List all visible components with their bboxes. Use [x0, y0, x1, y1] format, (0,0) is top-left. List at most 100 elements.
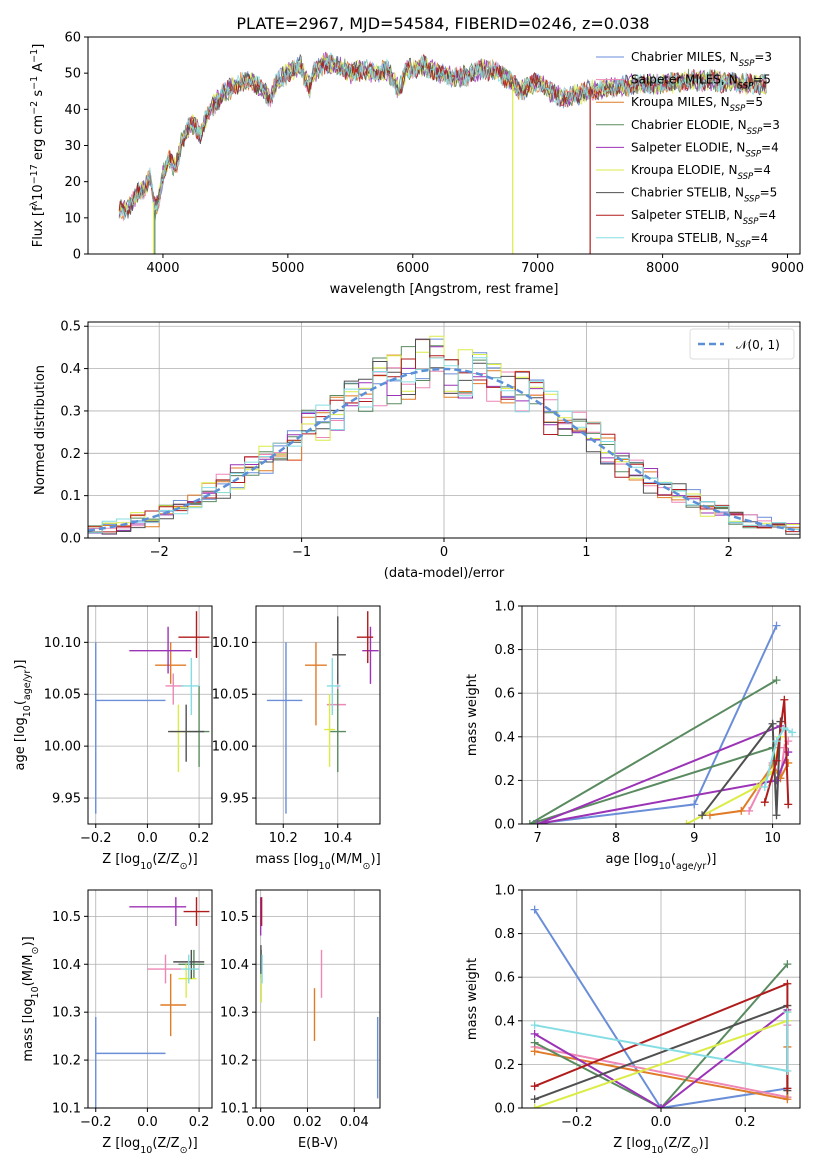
x-axis-label-mass-vs-Z-part: )] — [188, 1136, 198, 1151]
legend-label-part: =4 — [751, 231, 769, 245]
y-tick-label: 0.4 — [494, 730, 515, 745]
x-axis-label-residual-histogram-part: (data-model)/error — [384, 566, 505, 581]
weight-line-salpeter-stelib — [763, 699, 790, 805]
weight-line-chabrier-elodie — [534, 963, 789, 1108]
weight-line-chabrier-miles — [533, 625, 778, 824]
legend-label-part: SSP — [745, 149, 761, 159]
weight-marker — [784, 800, 793, 809]
legend-label-part: Chabrier MILES, N — [631, 50, 739, 64]
weight-marker — [533, 820, 542, 824]
weight-marker — [698, 811, 707, 820]
weight-marker — [768, 719, 777, 728]
weight-marker — [783, 960, 792, 969]
y-tick-label: 10.10 — [44, 636, 81, 651]
legend-label: Salpeter ELODIE, NSSP=4 — [631, 140, 779, 159]
x-tick-label: 10.4 — [323, 831, 352, 846]
x-tick-label: 0.2 — [189, 1115, 210, 1130]
legend-label-part: =5 — [760, 186, 778, 200]
y-axis-label-massweight-vs-Z-part: mass weight — [465, 958, 480, 1040]
y-axis-label-age-vs-Z-part: age [log — [13, 717, 28, 770]
y-tick-label: 1.0 — [494, 884, 515, 899]
x-axis-label-age-vs-mass-part: ⊙ — [363, 861, 371, 872]
x-tick-label: 0.2 — [735, 1115, 756, 1130]
normal-reference-curve — [88, 367, 800, 532]
y-tick-label: 60 — [64, 31, 81, 46]
x-axis-label-age-vs-Z: Z [log10(Z/Z⊙)] — [102, 852, 197, 872]
legend-label-part: =3 — [754, 50, 772, 64]
x-axis-label-age-vs-mass-part: mass [log — [255, 852, 318, 867]
y-axis-label-spectrum-part: erg cm — [31, 115, 46, 164]
x-tick-label: 8 — [612, 831, 620, 846]
x-axis-label-mass-vs-Z-part: (Z/Z — [152, 1136, 179, 1151]
y-tick-label: 1.0 — [494, 600, 515, 615]
legend-label-part: Salpeter MILES, N — [631, 73, 738, 87]
weight-marker — [783, 1008, 792, 1017]
y-tick-label: 0.0 — [494, 1102, 515, 1117]
legend-label: Chabrier ELODIE, NSSP=3 — [631, 118, 780, 137]
x-axis-label-massweight-vs-age: age [log10(age/yr)] — [605, 852, 716, 872]
x-tick-label: 0.2 — [189, 831, 210, 846]
legend-label-part: Chabrier ELODIE, N — [631, 118, 747, 132]
x-axis-label-mass-vs-EBV-part: E(B-V) — [298, 1136, 338, 1151]
y-axis-label-age-vs-Z-part: age/yr — [22, 670, 33, 701]
weight-line-chabrier-elodie — [529, 679, 778, 824]
weight-marker — [780, 724, 789, 733]
y-tick-label: 50 — [64, 67, 81, 82]
y-axis-label-massweight-vs-age: mass weight — [465, 674, 480, 756]
weight-marker — [530, 1095, 539, 1104]
y-tick-label: 20 — [64, 175, 81, 190]
x-axis-label-mass-vs-Z-part: ⊙ — [180, 1145, 188, 1156]
weight-marker — [772, 811, 781, 820]
x-tick-label: 0.0 — [137, 831, 158, 846]
y-tick-label: 9.95 — [52, 792, 81, 807]
legend-label: 𝒩(0, 1) — [736, 338, 780, 352]
axes-frame-massweight-vs-age — [521, 605, 801, 825]
x-axis-label-residual-histogram: (data-model)/error — [384, 566, 505, 581]
x-tick-label: 0.00 — [246, 1115, 275, 1130]
legend-label-part: Chabrier STELIB, N — [631, 186, 744, 200]
x-tick-label: 1 — [582, 545, 590, 560]
x-axis-label-massweight-vs-Z-part: 10 — [651, 1145, 663, 1156]
y-tick-label: 10.1 — [220, 1102, 249, 1117]
x-axis-label-spectrum: wavelength [Angstrom, rest frame] — [330, 282, 559, 297]
plot-area-residual-histogram — [88, 335, 800, 535]
x-axis-label-massweight-vs-Z-part: )] — [699, 1136, 709, 1151]
y-tick-label: 0.0 — [60, 532, 81, 547]
x-axis-label-mass-vs-Z: Z [log10(Z/Z⊙)] — [102, 1136, 197, 1156]
weight-marker — [760, 798, 769, 807]
x-tick-label: 0.0 — [137, 1115, 158, 1130]
legend-label-part: SSP — [738, 82, 754, 92]
x-axis-label-massweight-vs-Z-part: (Z/Z — [663, 1136, 690, 1151]
x-tick-label: 0.0 — [651, 1115, 672, 1130]
y-axis-label-age-vs-Z: age [log10(age/yr)] — [13, 659, 33, 770]
weight-marker — [530, 905, 539, 914]
x-axis-label-age-vs-mass-part: 10 — [319, 861, 331, 872]
x-tick-label: 5000 — [271, 261, 304, 276]
weight-line-salpeter-elodie — [534, 1009, 789, 1108]
y-axis-label-residual-histogram: Normed distribution — [33, 365, 48, 495]
y-tick-label: 10.4 — [52, 958, 81, 973]
x-tick-label: −1 — [292, 545, 311, 560]
x-axis-label-massweight-vs-Z: Z [log10(Z/Z⊙)] — [613, 1136, 708, 1156]
y-tick-label: 0.1 — [60, 489, 81, 504]
y-tick-label: 10.05 — [212, 688, 249, 703]
weight-marker — [783, 1084, 792, 1093]
x-axis-label-age-vs-Z-part: 10 — [140, 861, 152, 872]
weight-marker — [788, 728, 797, 737]
y-axis-label-residual-histogram-part: Normed distribution — [33, 365, 48, 495]
legend-label-part: Salpeter ELODIE, N — [631, 140, 745, 154]
x-tick-label: 0.02 — [293, 1115, 322, 1130]
y-axis-label-mass-vs-Z-part: mass [log — [21, 998, 36, 1061]
y-axis-label-massweight-vs-age-part: mass weight — [465, 674, 480, 756]
y-tick-label: 10.5 — [220, 910, 249, 925]
panel-age-vs-mass: 10.2 10.4 9.95 10.00 10.05 10.10 mass [log10(M… — [212, 605, 381, 872]
x-axis-label-age-vs-Z-part: (Z/Z — [152, 852, 179, 867]
y-axis-label-spectrum-part: A — [31, 63, 46, 76]
panel-massweight-vs-Z: −0.2 0.0 0.2 0.0 0.2 0.4 0.6 0.8 1.0 Z [log10(Z/Z… — [465, 884, 801, 1156]
